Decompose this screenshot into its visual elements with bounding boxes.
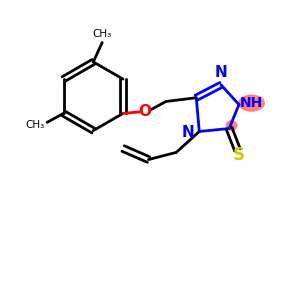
Text: S: S: [233, 146, 245, 164]
Text: N: N: [215, 64, 227, 80]
Ellipse shape: [238, 94, 265, 112]
Text: CH₃: CH₃: [93, 28, 112, 39]
Text: O: O: [138, 104, 151, 119]
Ellipse shape: [226, 120, 238, 131]
Text: NH: NH: [240, 96, 263, 110]
Text: CH₃: CH₃: [26, 120, 45, 130]
Text: N: N: [181, 125, 194, 140]
